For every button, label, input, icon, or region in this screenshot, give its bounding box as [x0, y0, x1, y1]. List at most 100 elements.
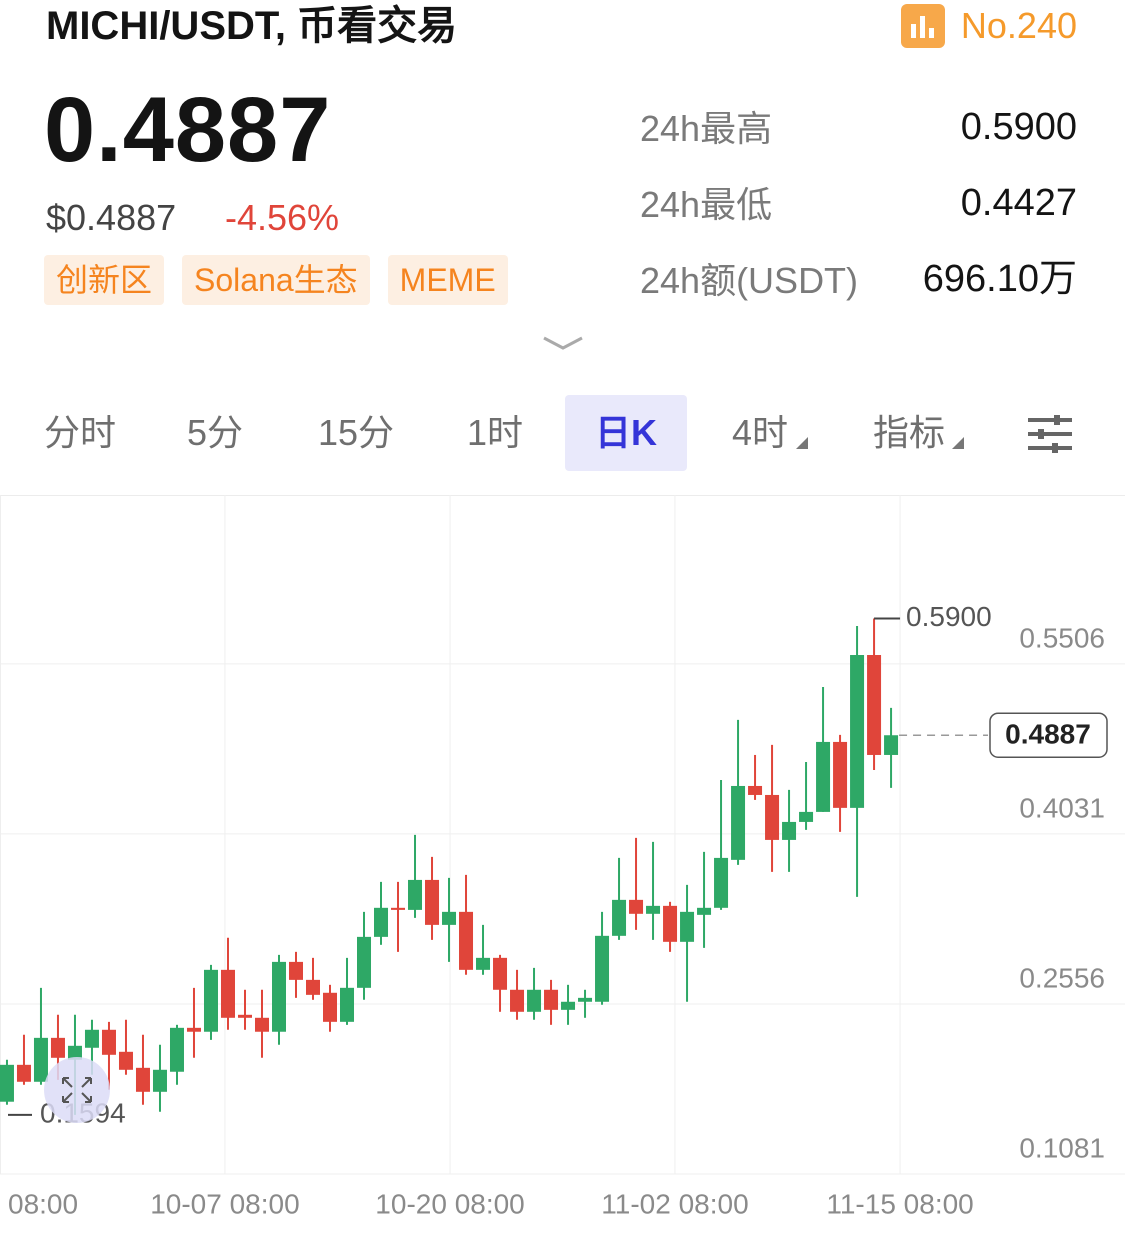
last-price-box [989, 712, 1108, 758]
candle-body [323, 992, 338, 1022]
candle-body [391, 907, 406, 910]
price-change: -4.56% [225, 197, 340, 238]
candle-body [867, 655, 882, 755]
y-tick-label: 0.4031 [1019, 792, 1105, 823]
candle-body [476, 957, 491, 970]
candle-body [0, 1064, 14, 1102]
stat-label: 24h最低 [640, 184, 773, 225]
stat-label: 24h最高 [640, 108, 773, 149]
candle-body [374, 907, 389, 937]
tab[interactable]: 分时 [43, 412, 116, 453]
candle-body [680, 911, 695, 942]
candle-body [544, 989, 559, 1010]
candle-body [629, 899, 644, 914]
candle-body [884, 735, 899, 755]
candle-body [595, 935, 610, 1002]
last-price-label: 0.4887 [1005, 719, 1091, 750]
usd-price: $0.4887 [46, 197, 177, 238]
candle-body [748, 785, 763, 795]
x-tick-label: 08:00 [8, 1188, 78, 1219]
candle-body [510, 989, 525, 1012]
candle-body [203, 969, 218, 1032]
candle-body [50, 1037, 65, 1058]
candle-body [731, 785, 746, 860]
candle-body [118, 1051, 133, 1070]
rank-icon [900, 4, 945, 48]
fullscreen-button[interactable] [44, 1057, 110, 1123]
tag[interactable]: Solana生态 [182, 255, 370, 305]
candle-body [340, 987, 355, 1022]
candle-body [765, 794, 780, 840]
candle-body [816, 741, 831, 812]
button-circle [44, 1057, 110, 1123]
candle-body [220, 969, 235, 1018]
candle-body [237, 1014, 252, 1018]
candle-body [425, 879, 440, 925]
rank-text: No.240 [960, 5, 1077, 46]
candle-body [782, 821, 797, 840]
dropdown-mark [952, 437, 964, 449]
candle-body [101, 1029, 116, 1055]
candle-body [697, 907, 712, 915]
tab[interactable]: 1时 [466, 412, 524, 453]
tab[interactable]: 4时 [710, 395, 810, 471]
stat-value: 0.4427 [960, 182, 1077, 224]
rank-badge[interactable]: No.240 [900, 2, 1077, 50]
candle-body [357, 936, 372, 988]
tag[interactable]: 创新区 [44, 255, 165, 305]
y-tick-label: 0.5506 [1019, 622, 1105, 653]
tab[interactable]: 指标 [850, 395, 968, 471]
candle-body [850, 655, 865, 808]
last-price: 0.4887 [44, 79, 332, 181]
tag-list: 创新区 Solana生态 MEME [44, 255, 508, 305]
candle-body [84, 1029, 99, 1048]
candle-body [152, 1069, 167, 1092]
candle-body [612, 899, 627, 936]
candle-body [306, 979, 321, 995]
candle-body [67, 1045, 82, 1060]
high-label: 0.5900 [906, 601, 992, 632]
stat-label: 24h额(USDT) [640, 260, 859, 301]
period-tabs: 分时 5分 15分 1时 日K 4时 指标 [0, 395, 1125, 471]
candle-body [408, 879, 423, 910]
button-icon [62, 1077, 92, 1103]
candle-body [493, 957, 508, 990]
x-tick-label: 10-20 08:00 [375, 1188, 524, 1219]
tab-label: 指标 [872, 412, 945, 453]
candle-body [169, 1027, 184, 1072]
tag[interactable]: MEME [387, 255, 508, 305]
settings-icon[interactable] [1028, 415, 1072, 453]
candle-body [527, 989, 542, 1012]
candle-body [288, 961, 303, 980]
tab[interactable]: 5分 [186, 412, 244, 453]
candle-body [135, 1067, 150, 1092]
tab-label: 4时 [731, 412, 789, 453]
x-tick-label: 11-15 08:00 [826, 1188, 973, 1219]
tab-active[interactable]: 日K [565, 395, 687, 471]
dropdown-mark [796, 437, 808, 449]
candle-body [442, 911, 457, 925]
candle-body [271, 961, 286, 1032]
stat-value: 0.5900 [960, 106, 1077, 148]
x-tick-label: 11-02 08:00 [601, 1188, 748, 1219]
candle-body [459, 911, 474, 970]
candle-body [799, 811, 814, 822]
expand-chevron[interactable] [540, 330, 586, 356]
candle-body [663, 905, 678, 942]
candle-body [254, 1017, 269, 1032]
candlestick-chart: 0.5506 0.4031 0.2556 0.1081 08:00 10-07 08:00… [0, 495, 1125, 1219]
pair-title: MICHI/USDT, 币看交易 [46, 4, 458, 48]
candle-body [16, 1064, 31, 1082]
candle-body [646, 905, 661, 914]
candle-body [833, 741, 848, 808]
candle-body [561, 1001, 576, 1010]
candle-body [714, 857, 729, 908]
candle-body [578, 997, 593, 1002]
stat-value: 696.10万 [922, 258, 1077, 300]
tab[interactable]: 15分 [317, 412, 395, 453]
y-tick-label: 0.2556 [1019, 962, 1105, 993]
x-tick-label: 10-07 08:00 [150, 1188, 299, 1219]
y-tick-label: 0.1081 [1019, 1132, 1105, 1163]
candle-body [186, 1027, 201, 1032]
